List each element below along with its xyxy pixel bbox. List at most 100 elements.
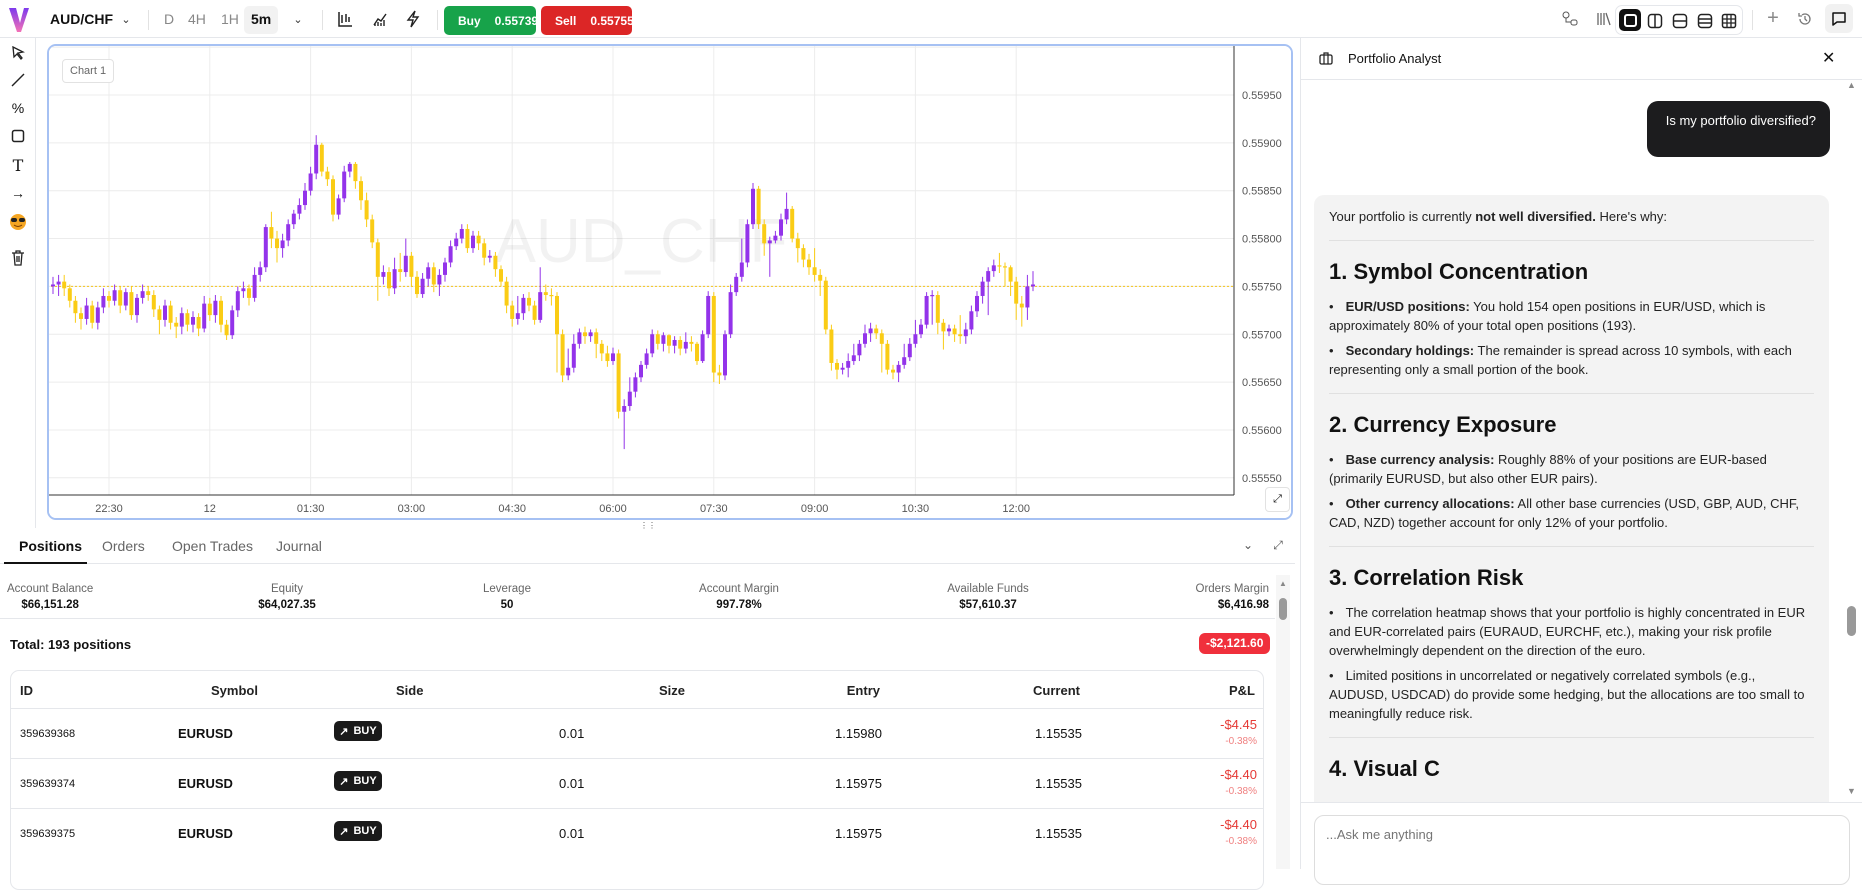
add-icon[interactable]: + — [1767, 6, 1779, 29]
y-tick-label: 0.55750 — [1242, 281, 1282, 293]
expand-icon[interactable]: ⤢ — [1273, 537, 1283, 552]
candle-body — [868, 328, 873, 334]
close-icon[interactable]: ✕ — [1822, 50, 1836, 67]
tab-journal[interactable]: Journal — [276, 538, 322, 554]
candle-body — [829, 329, 834, 363]
history-icon[interactable] — [1797, 11, 1813, 27]
chart-type-icon[interactable] — [372, 11, 388, 27]
percent-icon[interactable]: % — [11, 100, 25, 116]
positions-scrollbar[interactable]: ▲ — [1276, 575, 1290, 869]
column-header-id[interactable]: ID — [20, 683, 33, 698]
position-pnl: -$4.40 — [1220, 817, 1257, 832]
column-header-pnl[interactable]: P&L — [1229, 683, 1255, 698]
candle-body — [644, 353, 649, 365]
candle-body — [370, 219, 375, 243]
candle-body — [146, 291, 151, 296]
candle-body — [129, 292, 134, 316]
candlestick-chart[interactable]: 0.55950 0.55900 0.55850 0.55800 0.55750 0.557… — [47, 44, 1293, 520]
candle-body — [235, 291, 240, 311]
candle-body — [846, 361, 851, 368]
timeframe-d[interactable]: D — [164, 11, 175, 27]
stat-label: Equity — [271, 583, 303, 595]
cursor-icon[interactable] — [7, 42, 29, 64]
candle-body — [1025, 286, 1030, 308]
side-badge: ↗ BUY — [334, 821, 382, 841]
candle-body — [90, 305, 95, 323]
tab-open-trades[interactable]: Open Trades — [172, 538, 253, 554]
candle-body — [151, 295, 156, 310]
candle-body — [751, 188, 755, 225]
x-tick-label: 06:00 — [599, 503, 627, 515]
candle-body — [863, 333, 867, 344]
chat-input[interactable] — [1314, 815, 1850, 885]
buy-button[interactable]: Buy 0.55739 — [444, 6, 538, 35]
column-header-side[interactable]: Side — [396, 683, 424, 698]
user-message: Is my portfolio diversified? — [1647, 101, 1830, 157]
x-tick-label: 12 — [204, 503, 216, 515]
candle-body — [700, 334, 705, 362]
sell-button[interactable]: Sell 0.55755 — [541, 6, 634, 35]
candle-body — [583, 332, 587, 337]
symbol-selector[interactable]: AUD/CHF — [50, 11, 113, 27]
rectangle-icon[interactable] — [7, 125, 29, 147]
column-header-symbol[interactable]: Symbol — [211, 683, 258, 698]
column-header-size[interactable]: Size — [659, 683, 686, 698]
connections-icon[interactable] — [1562, 11, 1578, 27]
layout-three-rows-icon[interactable] — [1697, 13, 1713, 29]
bullet-text: Roughly 88% of your positions are EUR-ba… — [1329, 452, 1767, 486]
scrollbar-thumb[interactable] — [1279, 598, 1287, 620]
fullscreen-icon[interactable]: ⤢ — [1265, 487, 1290, 512]
chevron-down-icon[interactable]: ⌄ — [121, 13, 131, 26]
indicators-icon[interactable] — [337, 11, 353, 27]
candle-body — [79, 313, 83, 319]
chart-panel[interactable]: 0.55950 0.55900 0.55850 0.55800 0.55750 0.557… — [47, 44, 1293, 520]
tab-positions[interactable]: Positions — [19, 538, 83, 554]
trash-icon[interactable] — [7, 247, 29, 269]
chat-scrollbar[interactable]: ▲ ▼ — [1847, 80, 1856, 796]
chart-tab-label[interactable]: Chart 1 — [62, 59, 115, 83]
candle-body — [728, 292, 733, 335]
table-row[interactable]: 359639375 EURUSD ↗ BUY 0.01 1.15975 1.15535 -$4… — [11, 808, 1263, 858]
chevron-down-icon[interactable]: ⌄ — [293, 13, 303, 26]
candle-body — [767, 240, 772, 244]
position-pnl-percent: -0.38% — [1225, 836, 1257, 847]
layout-group — [1615, 5, 1743, 35]
layout-single-icon[interactable] — [1619, 9, 1641, 31]
timeframe-5m[interactable]: 5m — [251, 11, 272, 27]
candle-body — [331, 179, 335, 215]
lightning-icon[interactable] — [405, 10, 421, 28]
layout-grid-icon[interactable] — [1721, 13, 1737, 29]
bullet-bold: Base currency analysis: — [1345, 452, 1495, 467]
table-row[interactable]: 359639374 EURUSD ↗ BUY 0.01 1.15975 1.15535 -$4… — [11, 758, 1263, 808]
candle-body — [314, 144, 319, 174]
divider — [1329, 240, 1814, 241]
candle-body — [1003, 266, 1007, 268]
position-current: 1.15535 — [1035, 776, 1082, 791]
timeframe-1h[interactable]: 1H — [221, 11, 239, 27]
bullet-text: You hold 154 open positions in EUR/USD, … — [1329, 299, 1766, 333]
column-header-current[interactable]: Current — [1033, 683, 1080, 698]
library-icon[interactable] — [1595, 11, 1611, 27]
collapse-chevron-icon[interactable]: ⌄ — [1242, 538, 1254, 552]
chat-toggle-button[interactable] — [1825, 4, 1853, 33]
candle-body — [101, 295, 106, 308]
arrow-icon[interactable]: → — [11, 185, 25, 201]
stat-value: $64,027.35 — [258, 599, 316, 611]
scrollbar-thumb[interactable] — [1847, 606, 1856, 636]
layout-two-rows-icon[interactable] — [1672, 13, 1688, 29]
candle-body — [387, 272, 391, 289]
stat-label: Leverage — [483, 583, 531, 595]
emoji-sunglasses-icon[interactable] — [7, 211, 29, 233]
layout-two-columns-icon[interactable] — [1647, 13, 1663, 29]
bullet-text: The correlation heatmap shows that your … — [1329, 605, 1806, 658]
trend-line-icon[interactable] — [7, 69, 29, 91]
timeframe-4h[interactable]: 4H — [188, 11, 206, 27]
column-header-entry[interactable]: Entry — [846, 683, 880, 698]
divider — [1329, 546, 1814, 547]
text-tool-icon[interactable]: T — [12, 155, 24, 175]
candle-body — [392, 269, 397, 289]
resize-handle[interactable]: ⋮⋮ — [640, 521, 656, 530]
tab-orders[interactable]: Orders — [102, 538, 145, 554]
bullet-item: • EUR/USD positions: You hold 154 open po… — [1329, 297, 1814, 335]
table-row[interactable]: 359639368 EURUSD ↗ BUY 0.01 1.15980 1.15535 -$4… — [11, 708, 1263, 758]
